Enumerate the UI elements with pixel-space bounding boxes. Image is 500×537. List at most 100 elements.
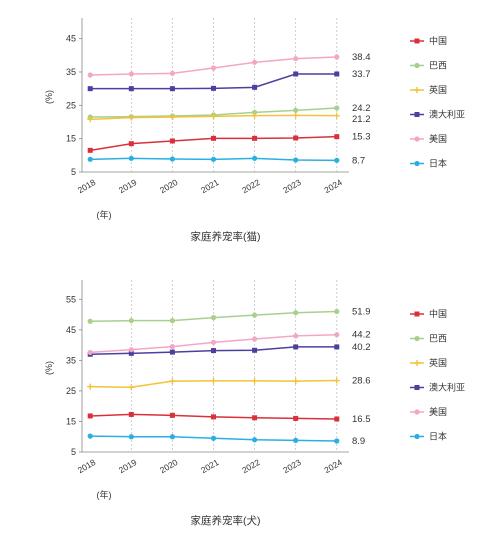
- cat-series-4: [87, 54, 340, 78]
- cat-y-axis-label: (%): [44, 90, 54, 104]
- dog-data-point: [128, 347, 134, 353]
- dog-data-point: [252, 347, 258, 353]
- cat-data-point: [333, 112, 340, 119]
- dog-data-point: [169, 349, 175, 355]
- cat-legend-marker: [414, 87, 420, 93]
- dog-data-point: [293, 415, 299, 421]
- dog-data-point: [210, 435, 217, 441]
- dog-data-point: [169, 378, 176, 385]
- dog-data-point: [334, 438, 340, 444]
- dog-data-point: [128, 318, 134, 324]
- dog-end-label: 40.2: [352, 342, 371, 353]
- cat-data-point: [251, 109, 258, 115]
- cat-y-tick-label: 45: [66, 34, 76, 44]
- dog-legend-item: 澳大利亚: [410, 382, 465, 393]
- dog-end-label: 51.9: [352, 306, 371, 317]
- dog-data-point: [210, 339, 217, 345]
- cat-legend-marker: [414, 112, 420, 117]
- dog-series-5: [87, 433, 340, 444]
- dog-data-point: [211, 348, 216, 354]
- dog-data-point: [292, 378, 299, 385]
- cat-data-point: [334, 157, 340, 163]
- dog-legend-item: 中国: [410, 308, 447, 319]
- dog-data-point: [128, 411, 134, 417]
- cat-data-point: [252, 84, 258, 90]
- dog-legend-label: 中国: [429, 308, 447, 319]
- dog-legend-label: 英国: [429, 357, 447, 368]
- cat-data-point: [210, 65, 217, 71]
- dog-data-point: [293, 333, 299, 339]
- dog-x-axis-label: (年): [97, 489, 112, 500]
- cat-legend-item: 巴西: [410, 61, 447, 71]
- cat-legend-marker: [414, 160, 420, 167]
- dog-legend-item: 日本: [410, 431, 447, 442]
- dog-data-point: [87, 318, 93, 324]
- dog-legend-marker: [414, 311, 420, 317]
- cat-series-5: [87, 155, 340, 163]
- cat-data-point: [128, 141, 134, 147]
- dog-data-point: [169, 318, 176, 324]
- cat-data-point: [128, 114, 135, 121]
- cat-legend-label: 英国: [429, 84, 447, 95]
- dog-y-tick-label: 15: [66, 416, 76, 426]
- cat-end-label: 38.4: [352, 52, 371, 63]
- dog-chart-title: 家庭养宠率(犬): [191, 514, 261, 527]
- dog-legend-item: 巴西: [410, 334, 447, 344]
- cat-data-point: [293, 71, 299, 77]
- dog-data-point: [128, 434, 134, 440]
- cat-data-point: [251, 155, 258, 161]
- dog-data-point: [87, 433, 93, 439]
- cat-data-point: [211, 85, 216, 91]
- cat-legend-label: 澳大利亚: [429, 109, 465, 120]
- cat-data-point: [128, 71, 134, 77]
- cat-data-point: [211, 135, 216, 141]
- cat-data-point: [293, 157, 299, 163]
- dog-end-label: 16.5: [352, 414, 371, 425]
- dog-series-0: [87, 411, 340, 422]
- dog-x-tick-label: 2024: [322, 457, 344, 475]
- cat-data-point: [251, 59, 258, 65]
- cat-data-point: [210, 113, 217, 120]
- cat-chart-title: 家庭养宠率(猫): [191, 230, 261, 243]
- cat-data-point: [128, 86, 134, 92]
- cat-data-point: [334, 54, 340, 60]
- cat-legend-marker: [414, 136, 420, 142]
- cat-y-tick-label: 15: [66, 134, 76, 144]
- cat-data-point: [169, 156, 176, 162]
- dog-legend-marker: [414, 335, 420, 342]
- cat-end-label: 8.7: [352, 155, 365, 166]
- dog-data-point: [293, 437, 299, 443]
- dog-legend-label: 美国: [429, 406, 447, 417]
- cat-data-point: [334, 134, 340, 140]
- cat-legend-label: 中国: [429, 35, 447, 46]
- dog-legend-marker: [414, 433, 420, 440]
- dog-y-tick-label: 45: [66, 325, 76, 335]
- dog-legend-item: 英国: [410, 357, 447, 368]
- cat-y-tick-label: 5: [71, 167, 76, 177]
- cat-legend-item: 英国: [410, 84, 447, 95]
- dog-data-point: [169, 344, 176, 350]
- cat-x-tick-label: 2023: [281, 177, 303, 195]
- dog-legend-label: 巴西: [429, 334, 447, 344]
- cat-legend-item: 中国: [410, 35, 447, 46]
- cat-series-0: [87, 134, 340, 153]
- cat-legend-item: 日本: [410, 158, 447, 169]
- dog-data-point: [128, 350, 134, 356]
- dog-legend-label: 日本: [429, 431, 447, 442]
- dog-data-point: [333, 377, 340, 384]
- dog-y-tick-label: 35: [66, 355, 76, 365]
- cat-x-tick-label: 2020: [158, 177, 180, 195]
- dog-legend-item: 美国: [410, 406, 447, 417]
- dog-y-tick-label: 55: [66, 294, 76, 304]
- cat-end-label: 33.7: [352, 69, 371, 80]
- dog-end-label: 8.9: [352, 436, 365, 447]
- cat-data-point: [293, 107, 299, 113]
- dog-end-label: 44.2: [352, 330, 371, 341]
- dog-series-4: [87, 332, 340, 356]
- dog-legend-marker: [414, 385, 420, 390]
- cat-y-tick-label: 25: [66, 100, 76, 110]
- dog-data-point: [87, 413, 93, 419]
- dog-x-tick-label: 2019: [117, 457, 139, 475]
- dog-x-tick-label: 2018: [76, 457, 98, 475]
- cat-legend-label: 美国: [429, 133, 447, 144]
